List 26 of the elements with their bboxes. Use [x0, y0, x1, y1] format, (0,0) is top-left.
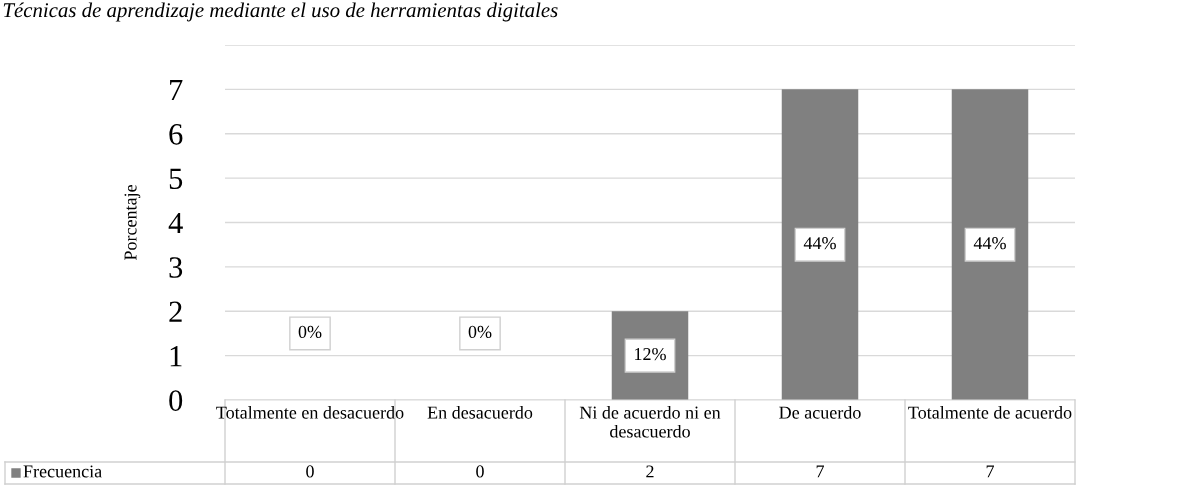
y-tick-label: 3 — [169, 257, 183, 278]
data-label: 7 — [986, 465, 994, 478]
data-label: 7 — [816, 465, 824, 478]
y-axis-title: Porcentaje — [124, 185, 141, 261]
x-tick-label: Totalmente de acuerdo — [908, 406, 1072, 419]
y-tick-label: 7 — [170, 79, 183, 100]
data-label: 2 — [646, 465, 654, 478]
y-tick-label: 0 — [169, 390, 183, 411]
data-label: 0 — [306, 465, 314, 478]
data-label: 0 — [476, 465, 484, 478]
x-tick-label: Totalmente en desacuerdo — [216, 406, 404, 419]
annotation: 0% — [468, 325, 492, 339]
x-tick-label: En desacuerdo — [427, 406, 533, 419]
y-tick-label: 2 — [169, 301, 182, 322]
y-tick-label: 1 — [170, 346, 182, 367]
chart-title: Técnicas de aprendizaje mediante el uso de herramientas digitales — [3, 2, 558, 22]
annotation: 12% — [635, 347, 666, 361]
legend-label: Frecuencia — [23, 465, 102, 478]
y-tick-label: 5 — [169, 168, 183, 190]
annotation: 44% — [973, 237, 1006, 250]
y-tick-label: 6 — [169, 124, 183, 145]
annotation: 44% — [803, 237, 836, 250]
annotation: 0% — [298, 325, 322, 339]
x-tick-label: Ni de acuerdo ni en desacuerdo — [579, 406, 721, 438]
x-tick-label: De acuerdo — [779, 406, 861, 419]
y-tick-label: 4 — [168, 212, 183, 234]
